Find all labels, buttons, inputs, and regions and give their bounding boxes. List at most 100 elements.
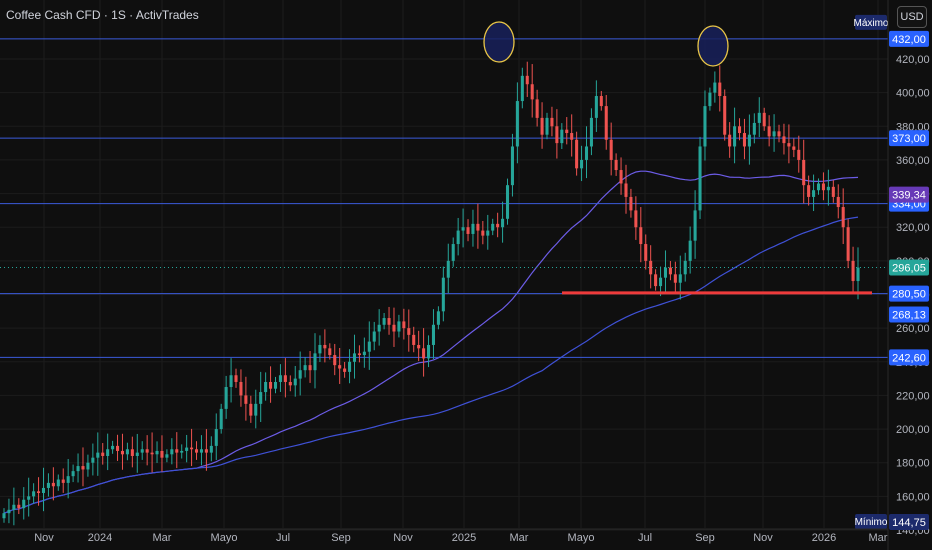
candle-body [713, 82, 717, 93]
candle-body [259, 392, 263, 404]
candle-body [81, 466, 85, 470]
candle-body [352, 353, 357, 362]
candle-body [589, 117, 593, 147]
candle-body [244, 395, 248, 404]
candle-body [254, 403, 258, 416]
candle-body [165, 454, 169, 458]
level-tag: 373,00 [892, 133, 926, 145]
candle-body [46, 482, 50, 488]
candle-body [555, 126, 559, 144]
candle-body [649, 260, 653, 275]
candle-body [456, 230, 460, 245]
candle-body [446, 260, 450, 278]
candle-body [12, 504, 16, 510]
candle-body [550, 117, 554, 127]
candle-body [392, 324, 396, 332]
candle-body [2, 513, 6, 519]
candle-body [298, 370, 302, 379]
candle-body [659, 277, 663, 287]
candle-body [362, 351, 366, 356]
candle-body [802, 159, 806, 186]
candle-body [777, 131, 781, 137]
candle-body [619, 170, 623, 184]
candle-body [323, 344, 327, 349]
x-tick-label: 2026 [812, 532, 836, 544]
candle-body [180, 450, 184, 453]
candle-body [762, 112, 766, 127]
candle-body [407, 328, 411, 335]
candle-body [486, 230, 490, 236]
last-price-tag-bg [889, 259, 929, 276]
currency-button[interactable]: USD [897, 6, 927, 28]
x-tick-label: Mayo [211, 532, 238, 544]
candle-body [185, 447, 189, 451]
candle-body [190, 447, 194, 450]
x-tick-label: Sep [695, 532, 715, 544]
candle-body [510, 146, 514, 186]
candle-body [293, 378, 297, 386]
x-tick-label: Mar [510, 532, 529, 544]
candle-body [624, 183, 628, 197]
y-tick-label: 360,00 [896, 155, 930, 167]
candle-body [412, 334, 416, 345]
candle-body [673, 274, 677, 283]
chart-grid [0, 0, 888, 531]
candle-body [723, 96, 727, 135]
level-tag-bg [889, 30, 929, 47]
candle-body [609, 139, 613, 160]
candle-body [737, 126, 742, 134]
horizontal-levels [0, 38, 888, 358]
y-tick-label: 400,00 [896, 88, 930, 100]
candle-body [599, 96, 603, 107]
annotations: Máximo Mínimo [483, 14, 889, 530]
x-tick-label: Nov [393, 532, 413, 544]
candle-body [303, 365, 307, 371]
candle-body [219, 408, 223, 430]
last-price-tag: 296,05 [892, 263, 926, 275]
candle-body [530, 84, 534, 100]
candle-body [101, 452, 105, 456]
x-tick-label: Jul [276, 532, 290, 544]
x-tick-label: Mar [869, 532, 888, 544]
candle-body [584, 146, 589, 160]
candle-body [594, 96, 598, 118]
candle-body [575, 139, 579, 169]
level-tag: 242,60 [892, 352, 926, 364]
y-tick-label: 420,00 [896, 54, 930, 66]
candle-body [170, 449, 174, 455]
candle-body [239, 381, 243, 396]
candle-body [856, 267, 860, 282]
candle-body [728, 134, 732, 147]
candle-body [106, 449, 110, 456]
candle-body [343, 368, 347, 372]
candle-body [372, 331, 376, 342]
candle-body [56, 479, 60, 487]
candle-body [367, 341, 371, 352]
candle-body [269, 381, 273, 389]
candle-body [145, 449, 149, 453]
candle-body [229, 375, 233, 388]
candle-body [318, 344, 322, 354]
candle-body [140, 449, 144, 453]
candle-body [797, 149, 801, 160]
candle-body [348, 361, 352, 372]
candle-body [204, 449, 208, 453]
x-tick-label: 2024 [88, 532, 112, 544]
candle-body [22, 499, 26, 509]
candle-body [481, 230, 485, 236]
candle-body [160, 450, 164, 458]
candle-body [663, 267, 668, 278]
candle-body [496, 223, 500, 228]
candle-body [520, 75, 524, 102]
candle-body [402, 321, 406, 329]
candle-body [116, 445, 120, 451]
x-tick-label: Mayo [568, 532, 595, 544]
candle-body [249, 403, 253, 416]
candle-body [417, 344, 421, 349]
candle-body [466, 227, 470, 234]
candle-body [431, 324, 435, 345]
y-tick-label: 260,00 [896, 323, 930, 335]
candle-body [288, 381, 292, 386]
candle-body [688, 240, 692, 261]
